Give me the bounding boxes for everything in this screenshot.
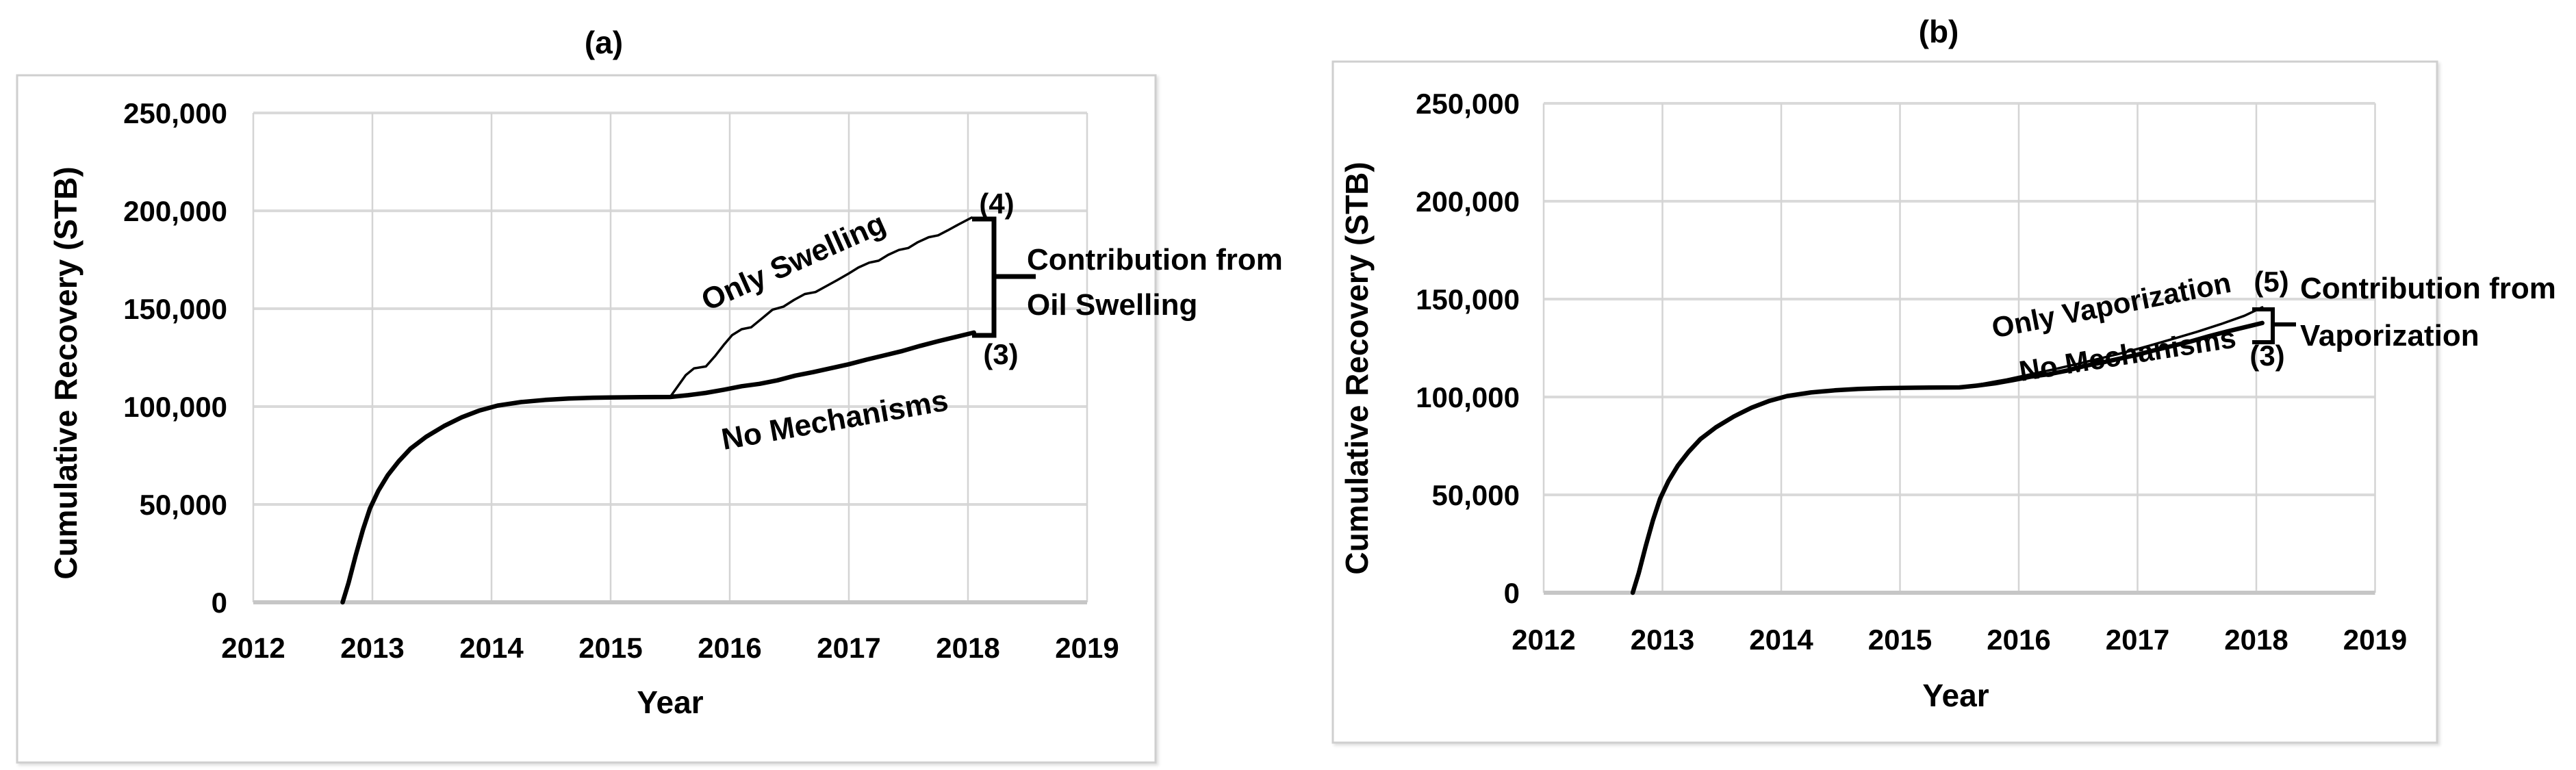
x-tick-label: 2015 — [578, 632, 642, 664]
panel-b-title: (b) — [1919, 14, 1959, 49]
panel-b-border — [1331, 60, 2438, 744]
y-tick-label: 250,000 — [1416, 88, 1520, 120]
panel-b: (b) 0 50,000 100,000 150,000 200,000 250,000 2… — [1331, 14, 2556, 744]
curve-only-swelling — [341, 216, 973, 604]
y-tick-label: 50,000 — [1432, 479, 1520, 511]
x-tick-label: 2018 — [936, 632, 999, 664]
y-tick-label: 0 — [1504, 577, 1520, 609]
x-tick-label: 2018 — [2224, 624, 2288, 656]
panel-a-x-axis-title: Year — [637, 684, 703, 720]
panel-a-border — [16, 74, 1157, 764]
contribution-bracket-b — [2252, 307, 2296, 344]
end-label-4: (4) — [979, 188, 1014, 220]
end-label-3-b: (3) — [2249, 339, 2284, 372]
y-tick-label: 150,000 — [1416, 283, 1520, 316]
panel-a: (a) 0 50,000 100,000 150,000 200,000 250,000 2… — [16, 25, 1283, 764]
panel-b-tick-labels: 0 50,000 100,000 150,000 200,000 250,000 2012 2… — [1416, 88, 2407, 656]
panel-a-y-axis-title: Cumulative Recovery (STB) — [48, 166, 84, 579]
x-tick-label: 2019 — [1055, 632, 1119, 664]
contribution-bracket-a — [972, 216, 1036, 338]
y-tick-label: 50,000 — [140, 489, 227, 521]
y-tick-label: 250,000 — [123, 97, 227, 129]
end-label-3-a: (3) — [983, 338, 1018, 370]
x-tick-label: 2016 — [1987, 624, 2050, 656]
x-tick-label: 2014 — [459, 632, 524, 664]
curve-only-vaporization — [1631, 306, 2264, 594]
annotation-a-line2: Oil Swelling — [1027, 288, 1197, 322]
panel-a-tick-labels: 0 50,000 100,000 150,000 200,000 250,000 2012 2… — [123, 97, 1119, 664]
x-tick-label: 2012 — [221, 632, 285, 664]
x-tick-label: 2012 — [1512, 624, 1575, 656]
panel-b-gridlines — [1542, 102, 2376, 595]
annotation-b-line1: Contribution from — [2300, 272, 2556, 305]
panel-b-y-axis-title: Cumulative Recovery (STB) — [1339, 162, 1375, 574]
x-tick-label: 2019 — [2343, 624, 2407, 656]
x-tick-label: 2017 — [817, 632, 880, 664]
x-tick-label: 2017 — [2106, 624, 2169, 656]
end-label-5: (5) — [2254, 266, 2288, 298]
x-tick-label: 2013 — [340, 632, 404, 664]
annotation-a-line1: Contribution from — [1027, 243, 1283, 277]
annotation-b-line2: Vaporization — [2300, 319, 2479, 352]
y-tick-label: 200,000 — [123, 195, 227, 227]
x-tick-label: 2015 — [1868, 624, 1932, 656]
y-tick-label: 0 — [212, 587, 227, 619]
y-tick-label: 100,000 — [1416, 381, 1520, 413]
x-tick-label: 2014 — [1749, 624, 1813, 656]
y-tick-label: 150,000 — [123, 293, 227, 325]
x-tick-label: 2016 — [698, 632, 761, 664]
y-tick-label: 100,000 — [123, 391, 227, 423]
y-tick-label: 200,000 — [1416, 185, 1520, 218]
x-tick-label: 2013 — [1631, 624, 1694, 656]
panel-a-gridlines — [252, 112, 1088, 604]
panel-b-x-axis-title: Year — [1922, 678, 1989, 713]
panel-a-title: (a) — [585, 25, 623, 60]
